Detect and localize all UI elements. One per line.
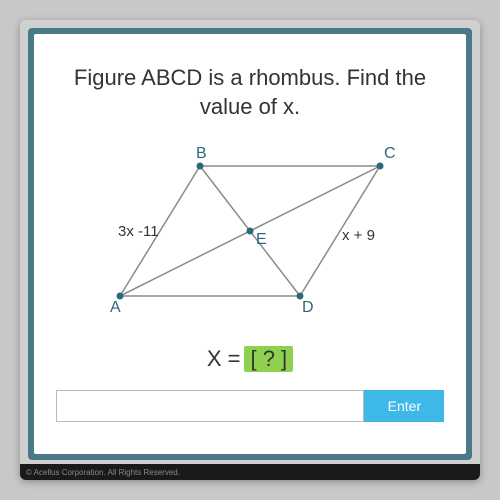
- question-title: Figure ABCD is a rhombus. Find the value…: [74, 64, 426, 121]
- photo-frame: Figure ABCD is a rhombus. Find the value…: [20, 20, 480, 480]
- svg-text:D: D: [302, 299, 314, 316]
- question-panel: Figure ABCD is a rhombus. Find the value…: [34, 34, 466, 454]
- title-line-1: Figure ABCD is a rhombus. Find the: [74, 65, 426, 90]
- footer-strip: © Acellus Corporation. All Rights Reserv…: [20, 464, 480, 480]
- screen: Figure ABCD is a rhombus. Find the value…: [28, 28, 472, 460]
- title-line-2: value of x.: [200, 94, 300, 119]
- answer-placeholder-box: [ ? ]: [244, 346, 293, 372]
- svg-text:A: A: [110, 299, 121, 316]
- answer-input[interactable]: [56, 390, 365, 422]
- rhombus-diagram: A B C D E 3x -11 x + 9: [80, 136, 420, 336]
- svg-text:3x -11: 3x -11: [118, 223, 159, 240]
- answer-input-row: Enter: [56, 390, 445, 422]
- answer-prefix: X =: [207, 346, 241, 372]
- svg-text:B: B: [196, 145, 207, 162]
- diagram-svg: A B C D E 3x -11 x + 9: [80, 136, 420, 336]
- footer-text: © Acellus Corporation. All Rights Reserv…: [26, 468, 180, 477]
- svg-text:x + 9: x + 9: [342, 227, 375, 244]
- answer-prompt: X = [ ? ]: [207, 346, 293, 372]
- enter-button[interactable]: Enter: [364, 390, 444, 422]
- svg-text:C: C: [384, 145, 396, 162]
- svg-text:E: E: [256, 231, 267, 248]
